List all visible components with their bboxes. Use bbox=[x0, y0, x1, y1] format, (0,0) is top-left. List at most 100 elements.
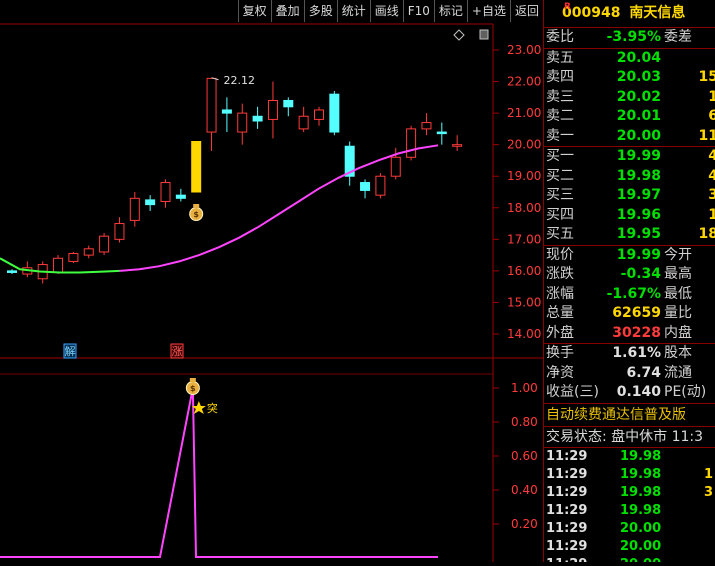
quote-value: 30228 bbox=[612, 324, 661, 341]
kline-chart-area[interactable]: 23.00 22.00 21.00 20.00 19.00 18.00 17.00 16.00… bbox=[0, 0, 543, 562]
price-axis-labels: 23.00 22.00 21.00 20.00 19.00 18.00 17.00 16.00… bbox=[493, 43, 541, 341]
quote-value: 62659 bbox=[612, 305, 661, 321]
quote-value: 19.99 bbox=[616, 246, 661, 263]
signal-label: 突 bbox=[207, 401, 218, 415]
ind-label-0: 1.00 bbox=[511, 381, 538, 395]
bid-row-4[interactable]: 买五 19.95 18 bbox=[544, 225, 715, 245]
quote-row-3[interactable]: 总量 62659 量比 bbox=[544, 304, 715, 324]
ask-row-0[interactable]: 卖五 20.04 bbox=[544, 49, 715, 69]
candle-body bbox=[436, 131, 447, 135]
bid-label: 买四 bbox=[546, 206, 574, 223]
quote-label: 现价 bbox=[546, 246, 574, 263]
quote-label: 总量 bbox=[546, 305, 574, 321]
quote-row-2[interactable]: 涨幅 -1.67% 最低 bbox=[544, 285, 715, 305]
weibi-row: 委比 -3.95% 委差 bbox=[544, 28, 715, 49]
bid-row-3[interactable]: 买四 19.96 1 bbox=[544, 206, 715, 226]
quote-label2: 最低 bbox=[664, 285, 692, 302]
toolbar-button-6[interactable]: 标记 bbox=[433, 0, 467, 22]
candle-19 bbox=[298, 106, 309, 133]
quote-label2: 量比 bbox=[664, 305, 692, 321]
candle-body bbox=[160, 182, 171, 202]
quote-row-1[interactable]: 涨跌 -0.34 最高 bbox=[544, 265, 715, 285]
tick-price: 19.98 bbox=[620, 448, 662, 464]
ask-row-2[interactable]: 卖三 20.02 1 bbox=[544, 88, 715, 108]
star-icon bbox=[191, 401, 206, 414]
panel-toggle-icon bbox=[479, 29, 489, 40]
candle-body bbox=[314, 109, 324, 120]
auto-renew-notice[interactable]: 自动续费通达信普及版 bbox=[544, 402, 715, 427]
bid-row-1[interactable]: 买二 19.98 4 bbox=[544, 167, 715, 187]
fund-row-0[interactable]: 换手 1.61% 股本 bbox=[544, 344, 715, 364]
bid-row-0[interactable]: 买一 19.99 4 bbox=[544, 147, 715, 167]
price-label-7: 16.00 bbox=[507, 264, 541, 278]
ask-row-4[interactable]: 卖一 20.00 11 bbox=[544, 127, 715, 147]
weibi-value: -3.95% bbox=[606, 29, 661, 45]
money-bag-icon: $ bbox=[189, 204, 204, 221]
bid-volume: 3 bbox=[708, 186, 715, 206]
tick-price: 20.00 bbox=[620, 520, 662, 536]
ask-volume: 1 bbox=[708, 88, 715, 108]
candle-body bbox=[145, 199, 156, 206]
fund-row-1[interactable]: 净资 6.74 流通 bbox=[544, 364, 715, 384]
tick-price: 20.00 bbox=[620, 556, 661, 563]
candle-body bbox=[114, 223, 125, 240]
quote-row-0[interactable]: 现价 19.99 今开 bbox=[544, 246, 715, 266]
candle-24 bbox=[375, 173, 386, 199]
toolbar-button-2[interactable]: 多股 bbox=[303, 0, 337, 22]
bid-row-2[interactable]: 买三 19.97 3 bbox=[544, 186, 715, 206]
kline-chart[interactable]: 23.00 22.00 21.00 20.00 19.00 18.00 17.00 16.00… bbox=[0, 0, 543, 562]
stock-name: 南天信息 bbox=[629, 5, 686, 21]
high-pointer bbox=[211, 77, 219, 81]
toolbar-button-4[interactable]: 画线 bbox=[369, 0, 403, 22]
ask-volume: 11 bbox=[698, 127, 715, 144]
price-label-1: 22.00 bbox=[507, 75, 541, 89]
quote-block: 现价 19.99 今开 涨跌 -0.34 最高 涨幅 -1.67% 最低 总量 62659 量比 外盘 3… bbox=[544, 246, 715, 344]
toolbar-button-8[interactable]: 返回 bbox=[509, 0, 543, 22]
money-bag-neck bbox=[193, 204, 200, 208]
quote-value: -0.34 bbox=[620, 266, 661, 282]
ask-row-3[interactable]: 卖二 20.01 6 bbox=[544, 107, 715, 127]
event-marker-1: 涨 bbox=[170, 343, 184, 359]
candle-body bbox=[390, 156, 401, 177]
tick-row: 11:29 20.00 bbox=[544, 556, 715, 563]
fund-row-2[interactable]: 收益(三) 0.140 PE(动) bbox=[544, 383, 715, 403]
candle-body bbox=[206, 77, 217, 133]
tick-time: 11:29 bbox=[546, 520, 588, 536]
r-mark: R bbox=[564, 2, 571, 12]
moving-average-layer bbox=[0, 144, 439, 274]
toolbar-button-7[interactable]: +自选 bbox=[466, 0, 510, 22]
ask-value: 20.01 bbox=[616, 108, 661, 124]
stock-header[interactable]: R 000948 南天信息 bbox=[544, 0, 715, 28]
candle-body bbox=[283, 99, 294, 108]
toolbar-button-0[interactable]: 复权 bbox=[237, 0, 271, 22]
ask-label: 卖三 bbox=[546, 88, 574, 105]
candle-10 bbox=[160, 179, 171, 208]
ask-value: 20.03 bbox=[616, 69, 661, 85]
candle-22 bbox=[344, 141, 355, 186]
candle-26 bbox=[406, 125, 417, 161]
ind-label-3: 0.40 bbox=[511, 483, 538, 497]
quote-row-4[interactable]: 外盘 30228 内盘 bbox=[544, 324, 715, 344]
candle-body bbox=[175, 194, 186, 199]
ask-volume: 15 bbox=[698, 69, 715, 85]
candle-body bbox=[329, 93, 340, 133]
toolbar-button-5[interactable]: F10 bbox=[402, 0, 434, 22]
toolbar-button-1[interactable]: 叠加 bbox=[270, 0, 304, 22]
tick-price: 19.98 bbox=[620, 484, 662, 500]
tick-time: 11:29 bbox=[546, 466, 588, 482]
money-bag-glyph: $ bbox=[190, 384, 196, 393]
tick-time: 11:29 bbox=[546, 538, 588, 554]
ask-row-1[interactable]: 卖四 20.03 15 bbox=[544, 68, 715, 88]
toolbar-button-3[interactable]: 统计 bbox=[336, 0, 370, 22]
stock-code: 000948 bbox=[562, 5, 621, 21]
candle-4 bbox=[68, 251, 79, 263]
candle-body bbox=[237, 112, 248, 133]
fund-value: 0.140 bbox=[616, 384, 661, 400]
candle-23 bbox=[360, 179, 371, 199]
candle-body bbox=[7, 270, 17, 273]
fund-label: 收益(三) bbox=[546, 384, 599, 400]
bid-label: 买三 bbox=[546, 187, 574, 203]
candle-body bbox=[344, 145, 355, 177]
chart-toolbar: 复权 叠加 多股 统计 画线 F10 标记 +自选 返回 bbox=[237, 0, 543, 24]
price-label-2: 21.00 bbox=[507, 106, 541, 120]
